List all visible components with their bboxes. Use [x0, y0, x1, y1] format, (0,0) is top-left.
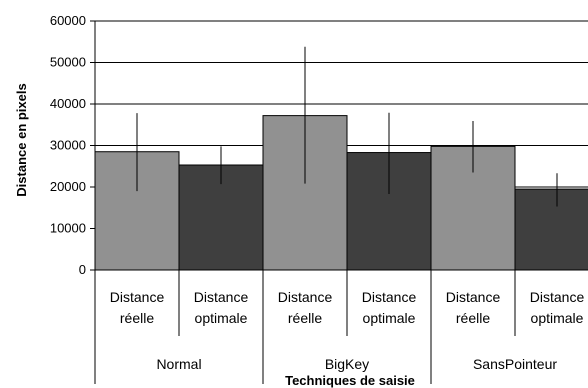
y-axis-title: Distance en pixels	[14, 83, 29, 196]
category-label: Distance	[446, 289, 501, 305]
y-tick-label: 50000	[50, 55, 86, 70]
group-label: Normal	[156, 356, 201, 372]
y-tick-label: 60000	[50, 13, 86, 28]
group-label: SansPointeur	[473, 356, 557, 372]
y-tick-label: 0	[79, 262, 86, 277]
category-label: réelle	[288, 310, 322, 326]
category-label: optimale	[531, 310, 584, 326]
category-label: Distance	[110, 289, 165, 305]
y-tick-label: 20000	[50, 179, 86, 194]
x-axis-title: Techniques de saisie	[285, 373, 415, 388]
category-label: réelle	[456, 310, 490, 326]
y-tick-label: 30000	[50, 138, 86, 153]
category-label: Distance	[362, 289, 417, 305]
category-label: optimale	[195, 310, 248, 326]
y-tick-label: 40000	[50, 96, 86, 111]
category-label: réelle	[120, 310, 154, 326]
bar	[514, 188, 588, 271]
category-label: Distance	[278, 289, 333, 305]
group-label: BigKey	[325, 356, 369, 372]
y-tick-label: 10000	[50, 221, 86, 236]
category-label: Distance	[194, 289, 249, 305]
category-label: Distance	[530, 289, 585, 305]
category-label: optimale	[363, 310, 416, 326]
